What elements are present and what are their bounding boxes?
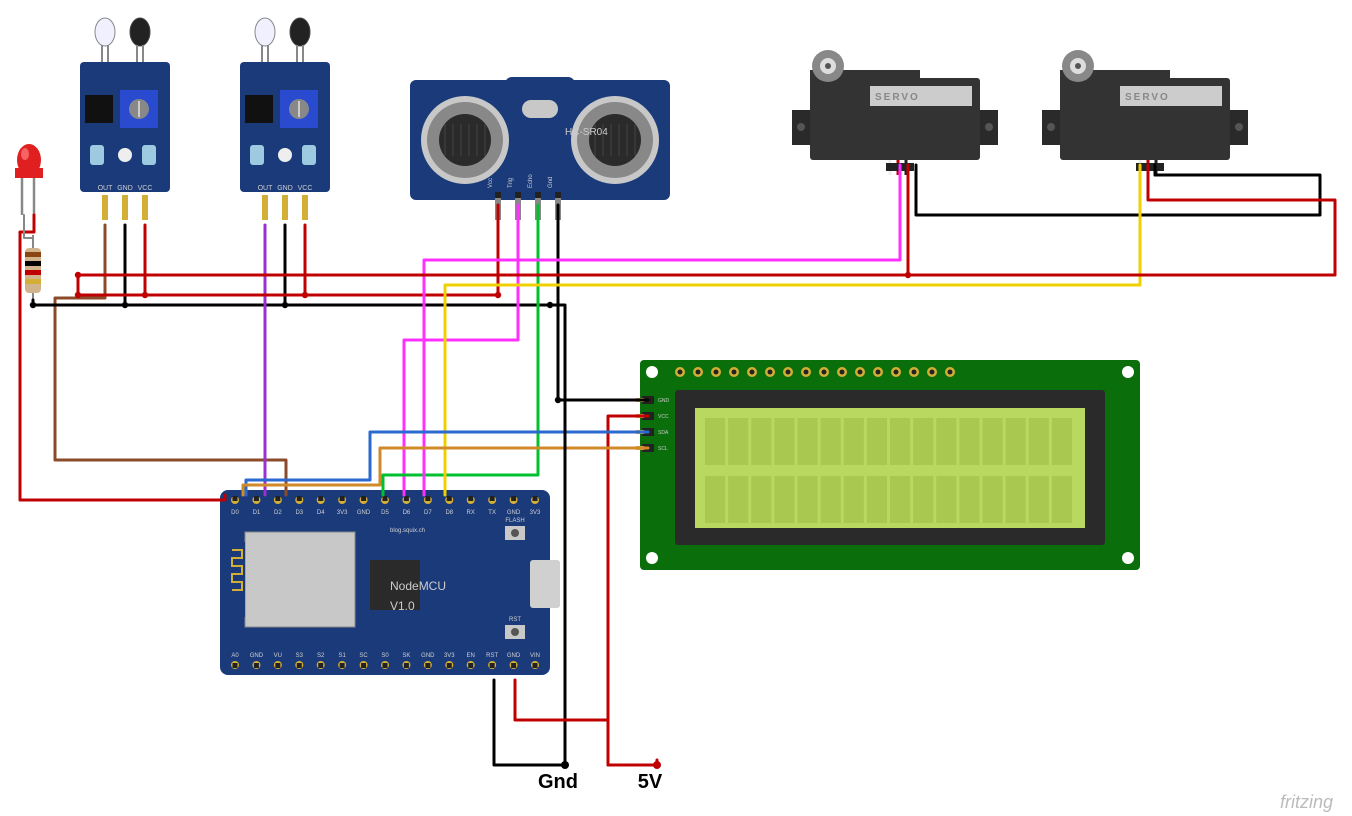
svg-text:3V3: 3V3 — [530, 510, 541, 516]
svg-text:NodeMCU: NodeMCU — [390, 579, 446, 593]
svg-text:VCC: VCC — [298, 185, 313, 192]
svg-text:Echo: Echo — [528, 174, 534, 188]
svg-text:SCL: SCL — [658, 446, 668, 452]
svg-text:D8: D8 — [445, 510, 453, 516]
svg-text:GND: GND — [658, 398, 670, 404]
svg-text:Vcc: Vcc — [488, 178, 494, 188]
svg-text:3V3: 3V3 — [337, 510, 348, 516]
svg-text:D5: D5 — [381, 510, 389, 516]
svg-text:S3: S3 — [296, 653, 304, 659]
svg-text:D6: D6 — [403, 510, 411, 516]
svg-text:GND: GND — [421, 653, 435, 659]
wire-hc-gnd — [558, 205, 648, 400]
wire-hc-trig-d6 — [404, 205, 518, 495]
svg-text:GND: GND — [507, 510, 521, 516]
wire-led-cath-res — [24, 215, 33, 238]
svg-text:D3: D3 — [295, 510, 303, 516]
svg-text:GND: GND — [250, 653, 264, 659]
svg-text:GND: GND — [117, 185, 133, 192]
svg-text:D4: D4 — [317, 510, 325, 516]
svg-text:VCC: VCC — [138, 185, 153, 192]
svg-text:S2: S2 — [317, 653, 325, 659]
svg-text:Trig: Trig — [508, 178, 514, 188]
svg-text:V1.0: V1.0 — [390, 599, 415, 613]
ir-sensor-1: OUTGND VCC — [80, 18, 170, 220]
servo-2: SERVO — [1042, 50, 1248, 175]
ir-sensor-2: OUTGND VCC — [240, 18, 330, 220]
servo-1: SERVO — [792, 50, 998, 175]
svg-text:RST: RST — [486, 653, 498, 659]
svg-text:HC-SR04: HC-SR04 — [565, 127, 608, 138]
svg-text:D1: D1 — [253, 510, 261, 516]
svg-text:SERVO: SERVO — [1125, 92, 1170, 103]
svg-text:VCC: VCC — [658, 414, 669, 420]
wire-node-vin-5v — [515, 680, 608, 765]
svg-text:S0: S0 — [381, 653, 389, 659]
wire-ir1-gnd — [125, 225, 550, 305]
svg-text:OUT: OUT — [98, 185, 114, 192]
nodemcu: D0 A0 D1 GND D2 VU D3 S3 D4 S2 3V3 S1 GND SC D5 S0 D6 SK D… — [220, 490, 560, 675]
svg-text:VU: VU — [274, 653, 282, 659]
wire-servo2-vcc — [908, 165, 1335, 275]
lcd-16x2: GND VCC SDA SCL — [636, 360, 1140, 570]
wire-led-anode-d0 — [20, 215, 225, 500]
5v-label: 5V — [638, 771, 663, 793]
svg-text:SC: SC — [359, 653, 368, 659]
svg-text:FLASH: FLASH — [505, 518, 524, 524]
svg-text:OUT: OUT — [258, 185, 274, 192]
wire-res-to-gnd — [33, 300, 125, 305]
svg-text:D7: D7 — [424, 510, 432, 516]
svg-text:SK: SK — [402, 653, 410, 659]
hc-sr04: HC-SR04 Vcc Trig Echo Gnd — [410, 77, 670, 220]
svg-text:blog.squix.ch: blog.squix.ch — [390, 528, 425, 534]
svg-text:RST: RST — [509, 617, 521, 623]
svg-text:VIN: VIN — [530, 653, 540, 659]
gnd-label: Gnd — [538, 771, 578, 793]
svg-text:RX: RX — [467, 510, 475, 516]
wire-ir2-vcc — [78, 225, 305, 295]
svg-text:SDA: SDA — [658, 430, 669, 436]
svg-text:D2: D2 — [274, 510, 282, 516]
wire-servo1-gnd — [916, 165, 1320, 215]
svg-text:GND: GND — [277, 185, 293, 192]
svg-text:Gnd: Gnd — [548, 177, 554, 188]
wire-ir1-vcc — [78, 225, 145, 295]
svg-text:TX: TX — [488, 510, 496, 516]
resistor — [25, 235, 41, 305]
wiring-diagram: OUTGNDVCCOUTGNDVCCHC-SR04VccTrigEchoGndS… — [0, 0, 1352, 816]
svg-text:GND: GND — [357, 510, 371, 516]
wire-ir1-out-d4 — [55, 225, 286, 495]
wire-hc-echo-d5 — [383, 205, 538, 495]
watermark: fritzing — [1280, 792, 1333, 812]
svg-text:A0: A0 — [231, 653, 239, 659]
svg-text:S1: S1 — [338, 653, 346, 659]
svg-text:3V3: 3V3 — [444, 653, 455, 659]
svg-text:GND: GND — [507, 653, 521, 659]
svg-text:D0: D0 — [231, 510, 239, 516]
led — [15, 144, 43, 215]
svg-text:EN: EN — [467, 653, 475, 659]
svg-text:SERVO: SERVO — [875, 92, 920, 103]
